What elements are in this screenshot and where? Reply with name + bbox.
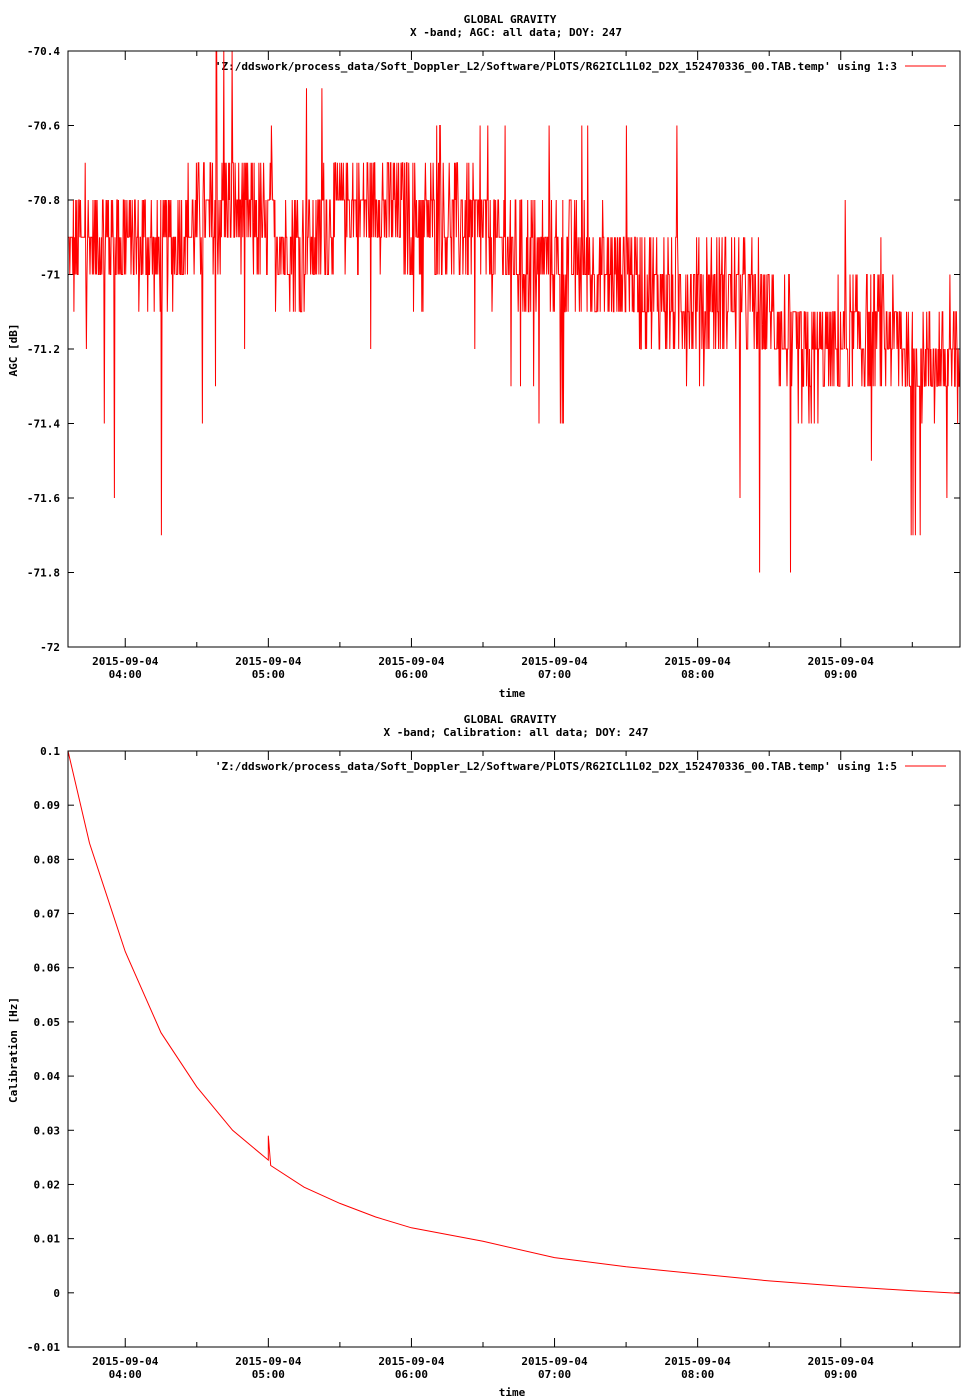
y-tick-label: 0.05 <box>34 1016 61 1029</box>
plot-frame <box>67 50 961 648</box>
y-tick-label: -71 <box>40 269 60 282</box>
x-tick-time-label: 06:00 <box>395 668 428 681</box>
x-axis-label: time <box>499 1386 526 1399</box>
y-tick-label: 0.03 <box>34 1124 61 1137</box>
y-tick-label: 0.01 <box>34 1233 61 1246</box>
x-tick-time-label: 05:00 <box>252 668 285 681</box>
y-tick-label: -0.01 <box>27 1341 60 1354</box>
chart-subtitle: X -band; AGC: all data; DOY: 247 <box>410 26 622 39</box>
x-tick-date-label: 2015-09-04 <box>808 655 875 668</box>
x-tick-time-label: 09:00 <box>824 1368 857 1381</box>
y-tick-label: -71.4 <box>27 418 60 431</box>
x-tick-time-label: 04:00 <box>109 1368 142 1381</box>
legend: 'Z:/ddswork/process_data/Soft_Doppler_L2… <box>215 760 946 773</box>
agc-series-line <box>68 50 961 573</box>
y-tick-label: 0.02 <box>34 1178 61 1191</box>
chart-title: GLOBAL GRAVITY <box>464 713 557 726</box>
x-tick-date-label: 2015-09-04 <box>808 1355 875 1368</box>
y-tick-label: 0.08 <box>34 853 61 866</box>
x-tick-time-label: 07:00 <box>538 668 571 681</box>
y-tick-label: -70.8 <box>27 194 60 207</box>
y-tick-label: 0.07 <box>34 908 61 921</box>
y-tick-label: 0.09 <box>34 799 61 812</box>
plot-frame <box>67 750 961 1348</box>
x-tick-date-label: 2015-09-04 <box>378 1355 445 1368</box>
legend-label: 'Z:/ddswork/process_data/Soft_Doppler_L2… <box>215 60 897 73</box>
x-tick-time-label: 05:00 <box>252 1368 285 1381</box>
y-tick-label: 0.06 <box>34 962 61 975</box>
chart-title: GLOBAL GRAVITY <box>464 13 557 26</box>
x-tick-time-label: 08:00 <box>681 1368 714 1381</box>
y-tick-label: 0 <box>53 1287 60 1300</box>
y-axis-label: Calibration [Hz] <box>7 997 20 1103</box>
x-tick-time-label: 09:00 <box>824 668 857 681</box>
calibration-chart: GLOBAL GRAVITY X -band; Calibration: all… <box>7 713 961 1399</box>
x-axis-label: time <box>499 687 526 700</box>
y-tick-label: -71.6 <box>27 492 60 505</box>
x-tick-date-label: 2015-09-04 <box>92 655 159 668</box>
y-tick-label: -70.6 <box>27 120 60 133</box>
y-tick-label: -71.2 <box>27 343 60 356</box>
y-tick-label: -71.8 <box>27 567 60 580</box>
agc-chart: GLOBAL GRAVITY X -band; AGC: all data; D… <box>7 13 961 700</box>
x-tick-time-label: 06:00 <box>395 1368 428 1381</box>
x-tick-date-label: 2015-09-04 <box>92 1355 159 1368</box>
x-tick-date-label: 2015-09-04 <box>235 655 302 668</box>
calibration-series-line <box>67 750 961 1294</box>
y-tick-label: -70.4 <box>27 45 60 58</box>
x-tick-date-label: 2015-09-04 <box>665 655 732 668</box>
y-tick-label: 0.1 <box>40 745 60 758</box>
x-tick-time-label: 04:00 <box>109 668 142 681</box>
legend-label: 'Z:/ddswork/process_data/Soft_Doppler_L2… <box>215 760 897 773</box>
x-tick-time-label: 08:00 <box>681 668 714 681</box>
y-tick-label: -72 <box>40 641 60 654</box>
chart-subtitle: X -band; Calibration: all data; DOY: 247 <box>384 726 649 739</box>
x-tick-date-label: 2015-09-04 <box>521 655 588 668</box>
x-tick-date-label: 2015-09-04 <box>235 1355 302 1368</box>
y-axis-label: AGC [dB] <box>7 324 20 377</box>
x-tick-date-label: 2015-09-04 <box>521 1355 588 1368</box>
x-tick-time-label: 07:00 <box>538 1368 571 1381</box>
y-tick-label: 0.04 <box>34 1070 61 1083</box>
x-tick-date-label: 2015-09-04 <box>378 655 445 668</box>
x-tick-date-label: 2015-09-04 <box>665 1355 732 1368</box>
legend: 'Z:/ddswork/process_data/Soft_Doppler_L2… <box>215 60 946 73</box>
